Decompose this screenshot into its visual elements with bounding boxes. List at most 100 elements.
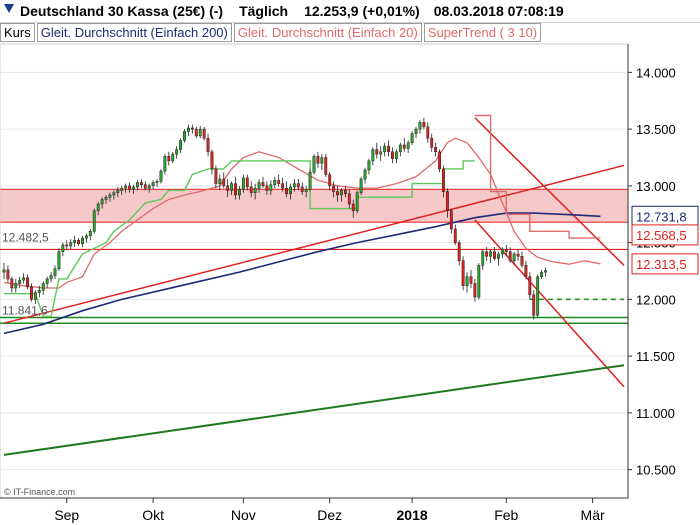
y-tick-label: 11.500 — [636, 349, 675, 364]
watermark: © IT-Finance.com — [4, 487, 75, 497]
candle-body — [65, 244, 69, 247]
legend-item-kurs[interactable]: Kurs — [0, 23, 35, 42]
trend-line — [474, 219, 625, 388]
price-tag-label: 12.731,8 — [636, 209, 687, 224]
candle-body — [265, 185, 269, 191]
candle-body — [104, 196, 108, 200]
candle-body — [320, 157, 324, 164]
candle-body — [422, 122, 426, 128]
candle-body — [461, 260, 465, 287]
x-tick-label: Nov — [231, 507, 256, 523]
candle-body — [6, 269, 10, 280]
candle-body — [316, 156, 320, 164]
candle-body — [190, 127, 194, 130]
candle-body — [465, 276, 469, 287]
price-tag-label: 12.313,5 — [636, 257, 687, 272]
candle-body — [198, 128, 202, 137]
candle-body — [493, 251, 496, 259]
candle-body — [249, 186, 253, 193]
candle-body — [387, 145, 390, 153]
candle-body — [485, 251, 489, 257]
candle-body — [84, 235, 88, 239]
plot-frame — [0, 43, 629, 499]
candle-body — [171, 153, 175, 162]
candle-body — [14, 283, 18, 289]
candle-body — [261, 182, 265, 187]
candle-body — [163, 156, 167, 172]
candle-body — [524, 265, 528, 277]
candle-body — [253, 187, 257, 193]
y-tick-label: 10.500 — [636, 463, 676, 478]
legend-item-supertrend[interactable]: SuperTrend ( 3 10) — [423, 23, 542, 42]
candle-body — [202, 128, 206, 139]
sma20-line — [3, 137, 601, 289]
candle-body — [453, 228, 457, 243]
candle-body — [269, 184, 273, 191]
candle-body — [33, 292, 37, 300]
candle-body — [45, 278, 49, 284]
candle-body — [355, 192, 359, 212]
candle-body — [61, 244, 65, 252]
candle-body — [391, 151, 394, 159]
candle-body — [520, 255, 524, 266]
candle-body — [108, 194, 112, 198]
candle-body — [69, 242, 73, 247]
candle-body — [489, 251, 493, 257]
candle-body — [328, 174, 332, 187]
candle-body — [81, 237, 84, 245]
candle-body — [273, 179, 277, 185]
candle-body — [155, 181, 159, 183]
candle-body — [442, 168, 445, 192]
price-tag-label: 12.568,5 — [636, 228, 687, 243]
x-tick-label: Sep — [54, 507, 79, 523]
price-label: 12.253,9 (+0,01%) — [304, 3, 420, 19]
candle-body — [516, 253, 520, 257]
candle-body — [77, 240, 80, 245]
legend-item-sma20[interactable]: Gleit. Durchschnitt (Einfach 20) — [233, 23, 422, 42]
candle-body — [159, 170, 163, 182]
candle-body — [147, 185, 151, 189]
candle-body — [241, 177, 245, 190]
x-tick-label: Feb — [494, 507, 518, 523]
candle-body — [371, 149, 375, 162]
candle-body — [26, 277, 29, 288]
candle-body — [206, 137, 210, 153]
legend-item-sma200[interactable]: Gleit. Durchschnitt (Einfach 200) — [36, 23, 232, 42]
x-tick-label: Dez — [317, 507, 342, 523]
candle-body — [128, 185, 131, 190]
candle-body — [359, 178, 363, 193]
candle-body — [234, 183, 237, 196]
candle-body — [289, 186, 292, 195]
candle-body — [324, 157, 328, 175]
candle-body — [473, 283, 477, 298]
trend-line — [3, 364, 625, 456]
candle-body — [500, 249, 504, 255]
candle-body — [351, 203, 355, 212]
candle-body — [218, 178, 222, 184]
candle-body — [57, 251, 61, 269]
candle-body — [116, 190, 120, 193]
candle-body — [304, 189, 308, 192]
dropdown-triangle-icon[interactable] — [4, 4, 14, 13]
candle-body — [544, 270, 547, 273]
candle-body — [343, 190, 347, 195]
candle-body — [367, 160, 371, 171]
candle-body — [245, 177, 249, 188]
candle-body — [285, 187, 288, 195]
candle-body — [238, 189, 241, 196]
y-tick-label: 11.000 — [636, 406, 675, 421]
candle-body — [135, 182, 139, 188]
candle-body — [230, 183, 234, 191]
instrument-name: Deutschland 30 Kassa (25€) (-) — [20, 3, 224, 19]
candle-body — [112, 192, 116, 196]
candle-body — [394, 151, 398, 159]
candle-body — [410, 133, 414, 143]
candle-body — [497, 253, 500, 259]
legend: Kurs Gleit. Durchschnitt (Einfach 200) G… — [0, 23, 543, 42]
candle-body — [528, 276, 532, 296]
candle-body — [226, 185, 230, 191]
candle-body — [179, 140, 183, 150]
chart-title-bar: Deutschland 30 Kassa (25€) (-) Täglich 1… — [0, 0, 700, 23]
candle-body — [73, 240, 77, 243]
